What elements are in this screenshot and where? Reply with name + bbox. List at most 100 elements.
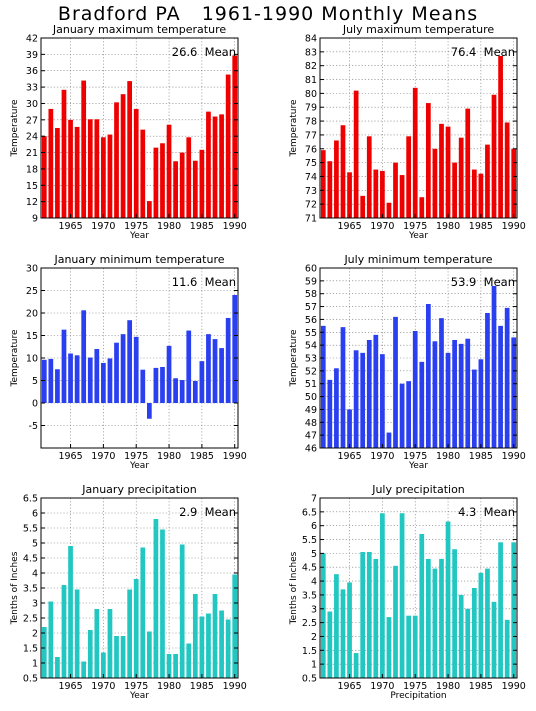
bar <box>406 136 412 218</box>
y-tick-label: 42 <box>26 34 38 45</box>
y-tick-label: 5.5 <box>23 524 38 535</box>
bar <box>445 126 451 218</box>
chart-panel: -5 0 5 10 15 20 25 30 1965 1970 1975 1980 1985 1990 Ja… <box>10 253 247 471</box>
y-tick-label: 3.5 <box>23 584 38 595</box>
y-tick-label: 25 <box>26 286 38 297</box>
bar <box>366 340 372 448</box>
bar <box>386 202 392 218</box>
y-tick-label: 30 <box>26 264 38 275</box>
y-axis-label: Tenths of Inches <box>10 551 20 625</box>
bar <box>94 119 100 218</box>
y-tick-label: 57 <box>305 302 317 313</box>
bar <box>498 325 503 448</box>
bar <box>419 361 425 448</box>
bar <box>353 350 359 448</box>
bar <box>68 353 73 403</box>
x-axis-label: Year <box>129 461 149 471</box>
bar <box>55 657 60 678</box>
x-tick-label: 1985 <box>469 681 493 692</box>
bar <box>166 124 172 218</box>
bar <box>41 136 47 218</box>
bar <box>340 589 346 678</box>
bar <box>101 652 106 678</box>
bar <box>353 653 359 678</box>
bar <box>347 172 352 218</box>
plot-frame <box>40 37 239 219</box>
bar <box>425 103 431 218</box>
bar <box>186 643 192 678</box>
bar <box>68 546 73 678</box>
bar <box>140 129 146 218</box>
bar <box>360 352 366 448</box>
y-tick-label: 6 <box>32 509 38 520</box>
bar <box>511 148 517 218</box>
bar <box>146 403 152 419</box>
bar <box>406 615 412 678</box>
y-tick-label: 24 <box>26 132 38 143</box>
y-tick-label: 79 <box>305 103 317 114</box>
bar <box>478 173 484 218</box>
bar <box>458 137 464 218</box>
bar <box>166 654 172 678</box>
bar <box>425 304 431 448</box>
mean-label: 2.9 Mean <box>179 505 236 519</box>
bar <box>393 316 398 448</box>
bar <box>160 143 165 218</box>
bar <box>471 588 477 678</box>
y-tick-label: 9 <box>32 214 38 225</box>
bar <box>366 136 372 218</box>
bar <box>232 55 238 218</box>
y-tick-label: 59 <box>305 276 317 287</box>
bar <box>179 152 185 218</box>
bar <box>504 307 510 448</box>
bar <box>406 381 412 448</box>
bar <box>347 409 352 448</box>
bar <box>340 125 346 218</box>
x-tick-label: 1985 <box>190 221 214 232</box>
y-tick-label: 47 <box>305 431 317 442</box>
bar <box>192 160 198 218</box>
bar <box>504 619 510 678</box>
bar <box>153 147 159 218</box>
bar <box>41 359 47 403</box>
y-tick-label: 50 <box>305 392 317 403</box>
bar <box>120 334 126 403</box>
y-tick-label: 15 <box>26 181 38 192</box>
bar <box>101 137 106 218</box>
x-tick-label: 1980 <box>157 681 181 692</box>
y-tick-label: 71 <box>305 214 317 225</box>
bar <box>127 320 133 403</box>
bar <box>153 519 159 678</box>
x-tick-label: 1975 <box>124 681 148 692</box>
chart-title: January precipitation <box>81 483 197 496</box>
bar <box>74 589 80 678</box>
y-tick-label: 83 <box>305 47 317 58</box>
bar <box>478 359 484 448</box>
bar <box>206 613 211 678</box>
x-tick-label: 1990 <box>502 451 526 462</box>
y-tick-label: 1 <box>32 659 38 670</box>
bar <box>225 619 231 678</box>
x-tick-label: 1975 <box>403 221 427 232</box>
chart-title: January maximum temperature <box>52 23 226 36</box>
bar <box>114 102 119 218</box>
x-tick-label: 1970 <box>370 221 394 232</box>
x-tick-label: 1980 <box>436 221 460 232</box>
bar <box>458 594 464 678</box>
bar <box>432 568 438 678</box>
bar <box>471 169 477 218</box>
x-tick-label: 1970 <box>91 451 115 462</box>
x-tick-label: 1975 <box>124 451 148 462</box>
bar <box>186 330 192 403</box>
y-tick-label: 0.5 <box>302 674 317 685</box>
bar <box>465 608 471 678</box>
bar <box>498 542 503 678</box>
bar <box>120 636 126 678</box>
chart-panel: 71 72 73 74 75 76 77 78 79 80 81 82 83 84 1965 1970 1975… <box>289 23 526 241</box>
bar <box>504 122 510 218</box>
y-tick-label: 84 <box>305 34 317 45</box>
y-tick-label: 55 <box>305 328 317 339</box>
x-axis-label: Year <box>129 691 149 701</box>
y-tick-label: 2 <box>311 632 317 643</box>
